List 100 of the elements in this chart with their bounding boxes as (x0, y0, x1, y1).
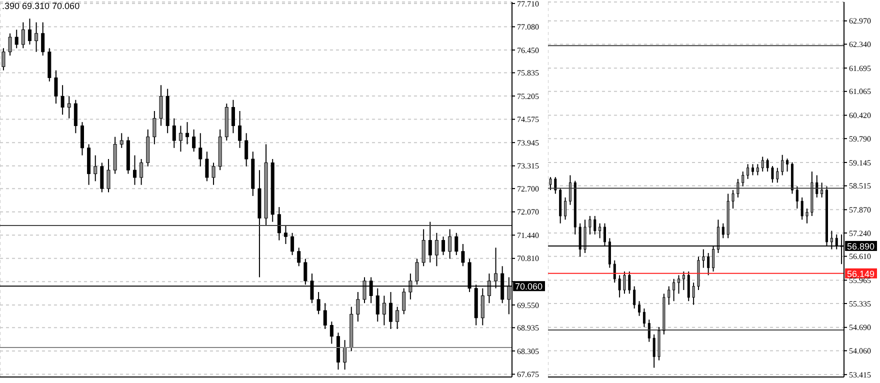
candlestick (806, 208, 808, 224)
y-tick-label: 53.415 (849, 370, 871, 380)
candlestick (74, 99, 78, 134)
candlestick (178, 125, 182, 152)
y-tick-label: 72.070 (517, 208, 539, 217)
candlestick (8, 32, 12, 56)
candlestick (448, 228, 452, 260)
y-tick-label: 68.305 (517, 346, 539, 356)
y-tick-label: 57.240 (849, 228, 871, 238)
candlestick (756, 164, 759, 176)
candlestick (461, 243, 465, 267)
candlestick (172, 118, 176, 148)
y-tick-label: 61.065 (849, 87, 871, 96)
candlestick (633, 286, 636, 310)
y-tick-label: 75.835 (517, 68, 539, 78)
y-tick-label: 62.970 (849, 16, 871, 26)
candlestick (297, 247, 301, 267)
y-tick-label: 68.935 (517, 324, 539, 333)
candlestick (588, 215, 592, 235)
candlestick (618, 274, 621, 298)
candlestick (67, 96, 71, 119)
y-tick-label: 59.790 (849, 134, 871, 144)
chart-title: .390 69.310 70.060 (2, 1, 80, 11)
candlestick (330, 321, 334, 344)
candlestick (2, 48, 6, 71)
candlestick (316, 292, 320, 315)
candlestick (198, 132, 202, 167)
candlestick (613, 260, 616, 284)
y-tick-label: 71.440 (517, 230, 539, 240)
y-tick-label: 58.515 (849, 182, 871, 191)
y-tick-label: 67.675 (517, 370, 539, 380)
candlestick (742, 171, 744, 187)
y-tick-label: 75.205 (517, 92, 539, 101)
candlestick (106, 158, 110, 193)
candlestick (231, 99, 235, 134)
candlestick (816, 174, 818, 198)
candlestick (133, 154, 136, 186)
candlestick (192, 128, 196, 152)
y-tick-label: 61.695 (849, 64, 871, 73)
candlestick (568, 174, 572, 206)
candlestick (672, 278, 676, 302)
candlestick (800, 196, 804, 220)
candlestick (652, 334, 656, 368)
candlestick (598, 222, 602, 239)
candlestick (771, 165, 774, 184)
candlestick (152, 110, 156, 145)
y-tick-label: 70.810 (517, 254, 539, 264)
candlestick (60, 84, 64, 116)
candlestick (94, 154, 98, 182)
candlestick (781, 154, 784, 176)
candlestick (389, 292, 392, 330)
candlestick (746, 164, 750, 180)
candlestick (668, 286, 670, 306)
candlestick (28, 18, 32, 45)
candlestick (623, 270, 626, 294)
candlestick (442, 236, 446, 256)
y-tick-label: 60.420 (849, 111, 871, 120)
candlestick (244, 132, 248, 167)
candlestick (761, 156, 764, 172)
candlestick (648, 319, 650, 342)
candlestick (707, 252, 710, 276)
candlestick (594, 215, 596, 235)
candlestick (722, 222, 724, 239)
y-tick-label: 55.965 (849, 276, 871, 286)
candlestick (628, 270, 631, 294)
candlestick (186, 122, 190, 145)
candlestick (422, 228, 426, 267)
candlestick (284, 225, 288, 244)
candlestick (454, 232, 458, 256)
candlestick (376, 288, 380, 322)
candlestick (402, 288, 406, 315)
candlestick (766, 158, 769, 172)
candlestick (796, 186, 798, 210)
candlestick (692, 282, 695, 306)
y-tick-label: 56.610 (849, 252, 871, 262)
y-tick-label: 54.690 (849, 323, 871, 332)
y-tick-label: 69.550 (517, 300, 539, 310)
y-tick-label: 77.710 (517, 0, 539, 8)
candlestick (323, 302, 327, 330)
candlestick (480, 288, 484, 326)
candlestick (205, 151, 209, 182)
candlestick (212, 162, 216, 186)
candlestick (776, 167, 779, 184)
candlestick (554, 176, 557, 194)
candlestick (434, 232, 438, 267)
candlestick (14, 29, 18, 49)
candlestick (751, 164, 754, 176)
candlestick (382, 295, 386, 326)
candlestick (140, 158, 144, 186)
y-tick-label: 73.945 (517, 138, 539, 148)
candlestick (638, 300, 641, 316)
candlestick (702, 248, 705, 268)
candlestick (21, 22, 25, 49)
candlestick (120, 132, 124, 148)
candlestick (238, 110, 242, 148)
candlestick (786, 158, 789, 172)
candlestick (396, 306, 400, 330)
candlestick (677, 274, 680, 294)
y-tick-label: 72.700 (517, 184, 539, 194)
candlestick (736, 178, 740, 198)
